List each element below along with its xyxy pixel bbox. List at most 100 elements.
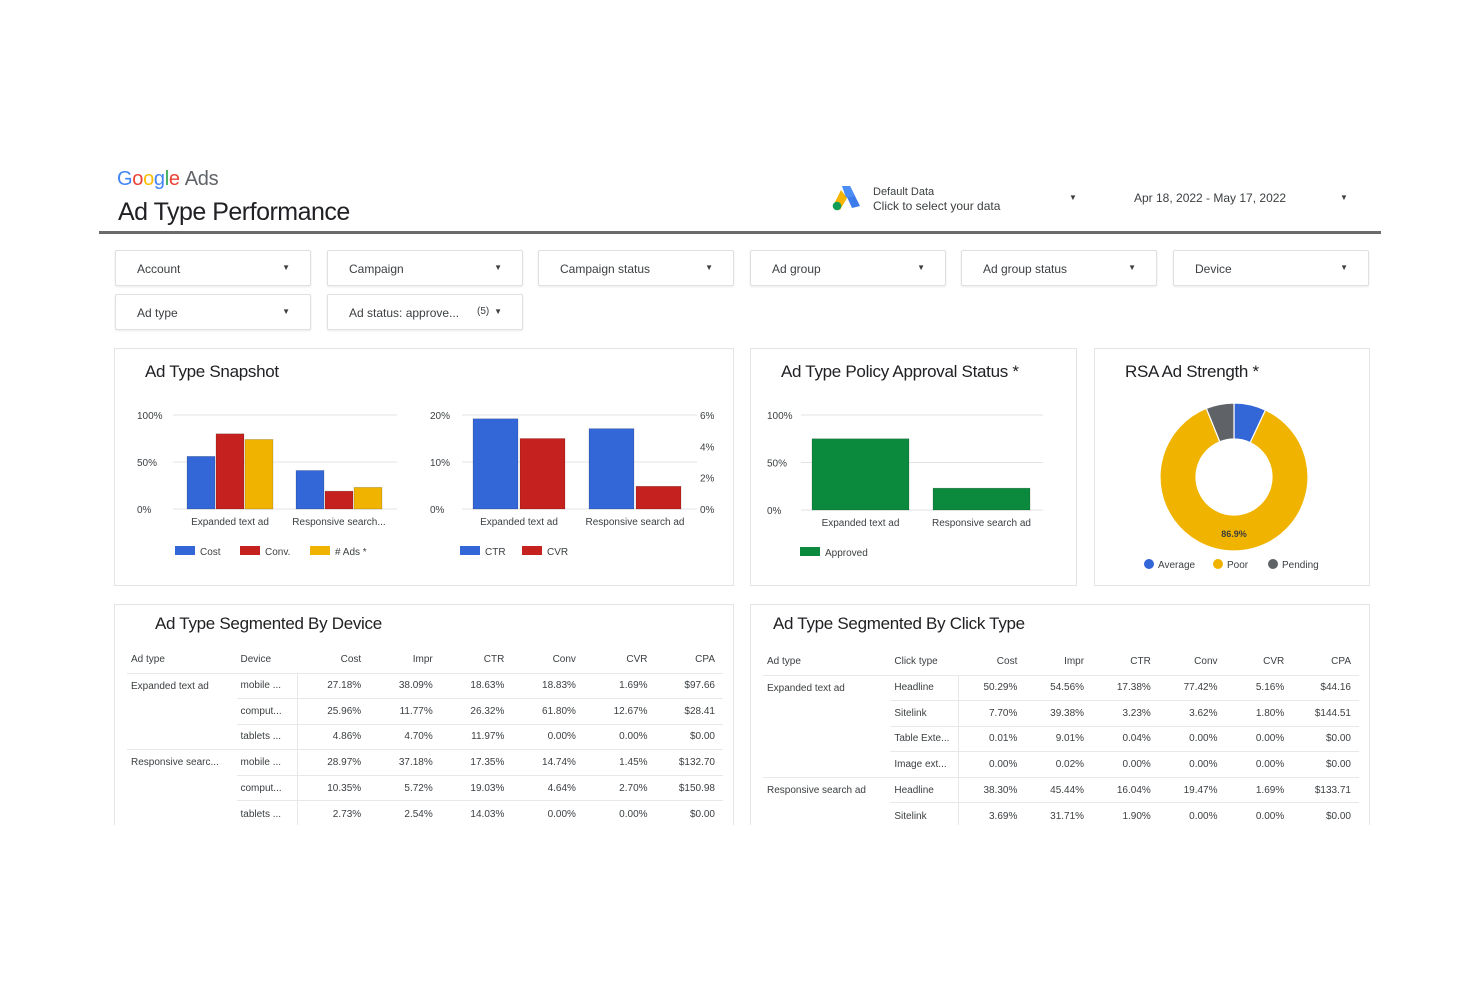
column-header[interactable]: Cost (996, 655, 1018, 667)
chevron-down-icon: ▼ (1128, 263, 1136, 272)
legend-label: Approved (825, 548, 868, 559)
ad-type-cell (127, 699, 237, 725)
metric-cell: $97.66 (684, 680, 715, 692)
metric-cell: 0.00% (1158, 802, 1226, 825)
legend-swatch (460, 546, 480, 555)
table-row[interactable]: Sitelink 7.70% 39.38% 3.23% 3.62% 1.80% $144.5… (763, 700, 1359, 727)
legend-label: Conv. (265, 547, 290, 558)
column-header[interactable]: Device (240, 653, 272, 665)
ad-type-cell: Responsive search ad (767, 784, 866, 796)
column-header[interactable]: Ad type (131, 653, 165, 665)
metric-cell: 0.00% (583, 723, 656, 750)
metric-cell: 0.04% (1092, 725, 1159, 752)
segment-cell: mobile ... (240, 757, 282, 769)
x-tick-label: Expanded text ad (480, 517, 558, 528)
table-row[interactable]: tablets ... 2.73% 2.54% 14.03% 0.00% 0.00% $0.… (127, 800, 723, 825)
table-row[interactable]: Image ext... 0.00% 0.02% 0.00% 0.00% 0.00% $0.… (763, 751, 1359, 778)
metric-cell: 50.29% (958, 675, 1026, 701)
table-row[interactable]: Responsive searc... mobile ... 28.97% 37.18… (127, 749, 723, 776)
column-header[interactable]: CPA (695, 653, 715, 665)
metric-cell: 14.03% (440, 800, 513, 825)
column-header[interactable]: Ad type (767, 655, 801, 667)
filter-account[interactable]: Account ▼ (115, 250, 311, 286)
card-title: Ad Type Snapshot (145, 362, 279, 381)
legend-dot (1213, 559, 1223, 569)
metric-cell: 25.96% (297, 698, 370, 725)
metric-cell: 4.70% (369, 723, 441, 750)
filter-ad-group-status[interactable]: Ad group status ▼ (961, 250, 1157, 286)
segment-cell: tablets ... (236, 800, 298, 825)
date-range-dropdown-icon[interactable]: ▼ (1340, 193, 1348, 202)
table-row[interactable]: tablets ... 4.86% 4.70% 11.97% 0.00% 0.00% $0.… (127, 723, 723, 750)
bar (353, 487, 383, 510)
y-tick-label: 100% (137, 411, 163, 422)
chevron-down-icon: ▼ (705, 263, 713, 272)
metric-cell: 1.69% (1255, 784, 1285, 796)
metric-cell: 27.18% (297, 673, 370, 699)
legend-label: Pending (1282, 560, 1319, 571)
table-row[interactable]: Sitelink 3.69% 31.71% 1.90% 0.00% 0.00% $0.00 (763, 802, 1359, 825)
rsa-ad-strength-chart: 86.9% Average Poor Pending (1144, 402, 1319, 571)
column-header[interactable]: CTR (483, 653, 505, 665)
metric-cell: 9.01% (1025, 725, 1093, 752)
metric-cell: 45.44% (1050, 784, 1085, 796)
filter-campaign-status[interactable]: Campaign status ▼ (538, 250, 734, 286)
filter-device[interactable]: Device ▼ (1173, 250, 1369, 286)
metric-cell: 0.00% (1225, 751, 1293, 778)
data-source-selector[interactable]: Default Data Click to select your data (873, 185, 1000, 213)
ad-type-cell: Expanded text ad (767, 682, 845, 694)
column-header[interactable]: Conv (552, 653, 576, 665)
filter-ad-group[interactable]: Ad group ▼ (750, 250, 946, 286)
column-header[interactable]: Impr (412, 653, 433, 665)
filter-label: Device (1195, 262, 1232, 276)
ad-type-cell: Responsive searc... (131, 757, 219, 769)
metric-cell: 17.38% (1116, 682, 1151, 694)
segment-cell: mobile ... (240, 680, 282, 692)
date-range-selector[interactable]: Apr 18, 2022 - May 17, 2022 (1134, 191, 1287, 205)
filter-ad-status[interactable]: Ad status: approve... (5) ▼ (327, 294, 523, 330)
filter-ad-type[interactable]: Ad type ▼ (115, 294, 311, 330)
metric-cell: 77.42% (1183, 682, 1218, 694)
metric-cell: 0.00% (1158, 751, 1226, 778)
donut-slice (1205, 402, 1235, 443)
filter-campaign[interactable]: Campaign ▼ (327, 250, 523, 286)
click-type-segment-card: Ad Type Segmented By Click Type Ad type C… (750, 604, 1370, 825)
metric-cell: 0.00% (958, 751, 1026, 778)
x-tick-label: Responsive search ad (586, 517, 685, 528)
table-row[interactable]: Responsive search ad Headline 38.30% 45.44%… (763, 777, 1359, 803)
column-header[interactable]: CVR (1263, 655, 1285, 667)
table-row[interactable]: Expanded text ad mobile ... 27.18% 38.09% 18… (127, 673, 723, 699)
table-row[interactable]: comput... 25.96% 11.77% 26.32% 61.80% 12.67% $… (127, 698, 723, 725)
column-header[interactable]: Cost (340, 653, 362, 665)
google-ads-icon[interactable] (831, 184, 861, 212)
filter-label: Ad group (772, 262, 821, 276)
metric-cell: $150.98 (655, 774, 723, 801)
legend-swatch (800, 547, 820, 556)
x-tick-label: Expanded text ad (191, 517, 269, 528)
column-header[interactable]: Click type (894, 655, 938, 667)
logo-letter: o (143, 168, 154, 190)
bar (472, 418, 519, 510)
bar (244, 439, 274, 510)
column-header[interactable]: CPA (1331, 655, 1351, 667)
data-source-dropdown-icon[interactable]: ▼ (1069, 193, 1077, 202)
column-header[interactable]: CTR (1130, 655, 1151, 667)
bar (932, 487, 1031, 511)
filter-label: Ad type (137, 306, 178, 320)
segment-cell: Headline (894, 682, 934, 694)
table-row[interactable]: Table Exte... 0.01% 9.01% 0.04% 0.00% 0.00% $0… (763, 725, 1359, 752)
segment-cell: comput... (236, 774, 298, 801)
legend-dot (1268, 559, 1278, 569)
table-row[interactable]: Expanded text ad Headline 50.29% 54.56% 17.3… (763, 675, 1359, 701)
table-row[interactable]: comput... 10.35% 5.72% 19.03% 4.64% 2.70% $150… (127, 774, 723, 801)
logo-letter: o (132, 168, 144, 190)
metric-cell: 1.80% (1225, 700, 1293, 727)
ad-type-cell (763, 701, 890, 727)
column-header[interactable]: Impr (1064, 655, 1085, 667)
metric-cell: 31.71% (1025, 802, 1093, 825)
metric-cell: $28.41 (655, 698, 723, 725)
column-header[interactable]: CVR (626, 653, 648, 665)
column-header[interactable]: Conv (1194, 655, 1218, 667)
metric-cell: 2.54% (369, 800, 441, 825)
ad-type-cell (127, 724, 237, 750)
